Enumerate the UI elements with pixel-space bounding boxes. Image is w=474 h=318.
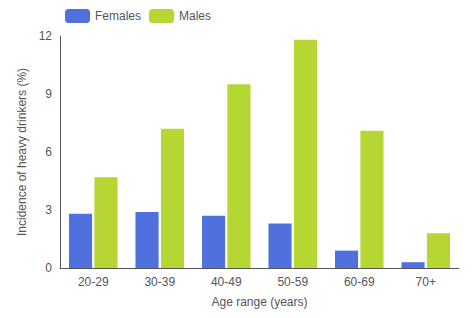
svg-text:Age range (years): Age range (years) xyxy=(211,295,307,309)
svg-text:0: 0 xyxy=(45,261,52,275)
svg-text:40-49: 40-49 xyxy=(211,275,242,289)
svg-text:9: 9 xyxy=(45,87,52,101)
svg-text:3: 3 xyxy=(45,203,52,217)
svg-text:12: 12 xyxy=(39,29,53,43)
svg-text:Females: Females xyxy=(95,9,141,23)
svg-text:60-69: 60-69 xyxy=(344,275,375,289)
svg-text:50-59: 50-59 xyxy=(277,275,308,289)
svg-text:Incidence of heavy drinkers (%: Incidence of heavy drinkers (%) xyxy=(15,68,29,236)
svg-text:30-39: 30-39 xyxy=(144,275,175,289)
svg-text:6: 6 xyxy=(45,145,52,159)
svg-text:20-29: 20-29 xyxy=(78,275,109,289)
svg-text:70+: 70+ xyxy=(416,275,436,289)
svg-text:Males: Males xyxy=(179,9,211,23)
